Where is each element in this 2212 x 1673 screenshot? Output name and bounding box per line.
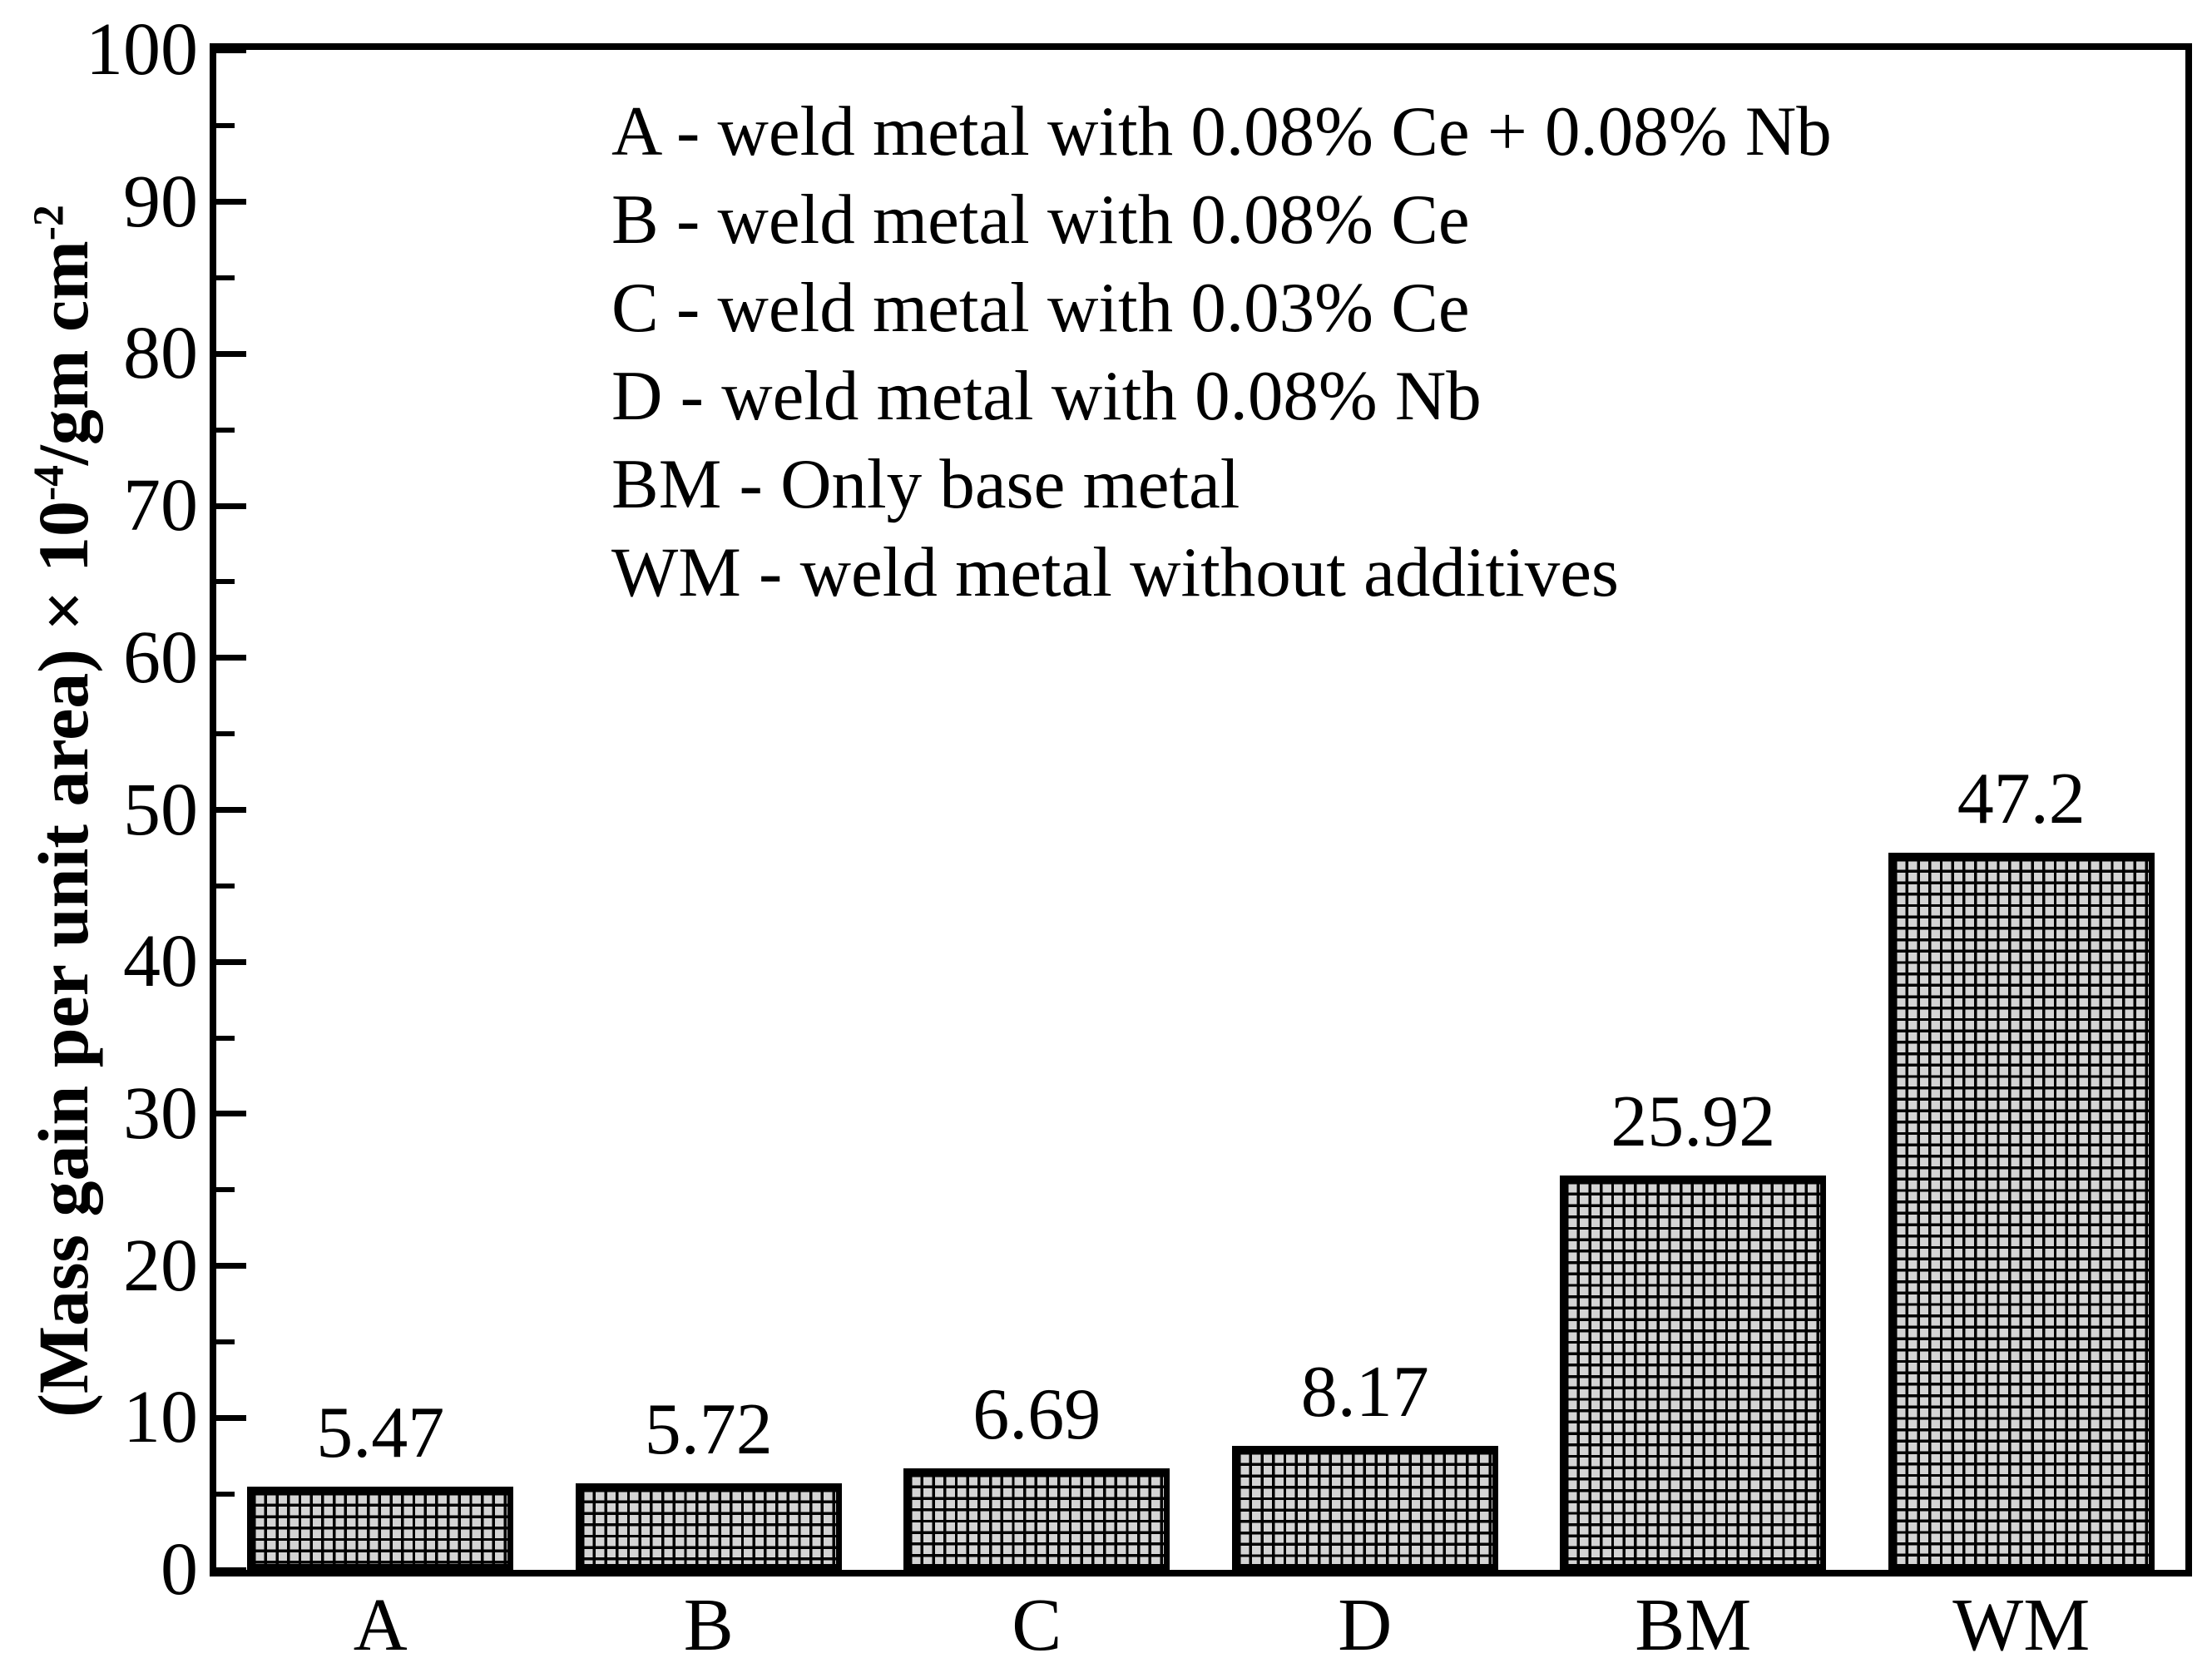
y-tick-label: 30 xyxy=(123,1072,198,1155)
y-tick-label: 0 xyxy=(161,1528,198,1611)
y-axis-title-exponent-2: -2 xyxy=(25,205,73,241)
y-axis-title-main: (Mass gain per unit area) × 10 xyxy=(23,501,103,1418)
y-major-tick xyxy=(216,655,246,661)
bar-C xyxy=(903,1468,1170,1570)
y-tick-label: 10 xyxy=(123,1376,198,1459)
y-major-tick xyxy=(216,1111,246,1117)
y-axis-title-exponent-1: -4 xyxy=(25,465,73,502)
x-category-label-WM: WM xyxy=(1952,1584,2091,1666)
x-category-label-B: B xyxy=(683,1584,734,1666)
y-tick-label: 100 xyxy=(86,8,198,91)
bar-D xyxy=(1231,1445,1498,1570)
y-major-tick xyxy=(216,807,246,813)
y-major-tick xyxy=(216,1567,246,1573)
y-major-tick xyxy=(216,502,246,509)
y-tick-label: 90 xyxy=(123,160,198,243)
y-major-tick xyxy=(216,199,246,205)
y-minor-tick xyxy=(216,427,235,433)
legend-line-2: C - weld metal with 0.03% Ce xyxy=(611,269,1470,347)
y-minor-tick xyxy=(216,883,235,888)
y-tick-label: 70 xyxy=(123,464,198,547)
legend-line-5: WM - weld metal without additives xyxy=(611,533,1620,611)
x-category-label-C: C xyxy=(1012,1584,1062,1666)
y-minor-tick xyxy=(216,1491,235,1497)
bar-value-label-B: 5.72 xyxy=(644,1388,773,1470)
y-minor-tick xyxy=(216,579,235,585)
y-tick-label: 80 xyxy=(123,312,198,395)
y-tick-label: 40 xyxy=(123,920,198,1003)
y-major-tick xyxy=(216,47,246,53)
y-tick-label: 60 xyxy=(123,616,198,699)
y-major-tick xyxy=(216,958,246,965)
y-axis-title-mid: /gm cm xyxy=(23,240,103,466)
plot-area: 5.47 5.72 6.69 8.17 25.92 47.2 xyxy=(210,43,2192,1576)
legend-line-0: A - weld metal with 0.08% Ce + 0.08% Nb xyxy=(611,92,1832,171)
legend-line-3: D - weld metal with 0.08% Nb xyxy=(611,357,1482,435)
y-major-tick xyxy=(216,1414,246,1421)
bar-value-label-BM: 25.92 xyxy=(1611,1082,1776,1163)
y-minor-tick xyxy=(216,1187,235,1193)
bar-WM xyxy=(1888,852,2155,1570)
legend-line-1: B - weld metal with 0.08% Ce xyxy=(611,181,1470,259)
y-tick-label: 20 xyxy=(123,1224,198,1307)
y-minor-tick xyxy=(216,123,235,129)
x-category-label-A: A xyxy=(353,1584,408,1666)
legend-line-4: BM - Only base metal xyxy=(611,445,1240,523)
y-tick-label: 50 xyxy=(123,768,198,851)
y-minor-tick xyxy=(216,1035,235,1041)
y-major-tick xyxy=(216,1263,246,1270)
y-major-tick xyxy=(216,350,246,357)
y-minor-tick xyxy=(216,275,235,281)
bar-value-label-D: 8.17 xyxy=(1300,1351,1429,1433)
bar-value-label-C: 6.69 xyxy=(972,1374,1101,1455)
bar-value-label-A: 5.47 xyxy=(316,1393,445,1474)
bar-A xyxy=(247,1487,514,1570)
bar-B xyxy=(575,1482,842,1570)
x-axis-category-labels: A B C D BM WM xyxy=(216,1579,2185,1673)
bar-value-label-WM: 47.2 xyxy=(1957,758,2086,839)
y-axis-title: (Mass gain per unit area) × 10-4/gm cm-2 xyxy=(22,205,105,1418)
y-minor-tick xyxy=(216,1339,235,1344)
legend: A - weld metal with 0.08% Ce + 0.08% Nb B… xyxy=(611,87,1832,616)
bar-BM xyxy=(1560,1176,1827,1570)
x-category-label-D: D xyxy=(1338,1584,1393,1666)
x-category-label-BM: BM xyxy=(1635,1584,1752,1666)
y-minor-tick xyxy=(216,731,235,737)
